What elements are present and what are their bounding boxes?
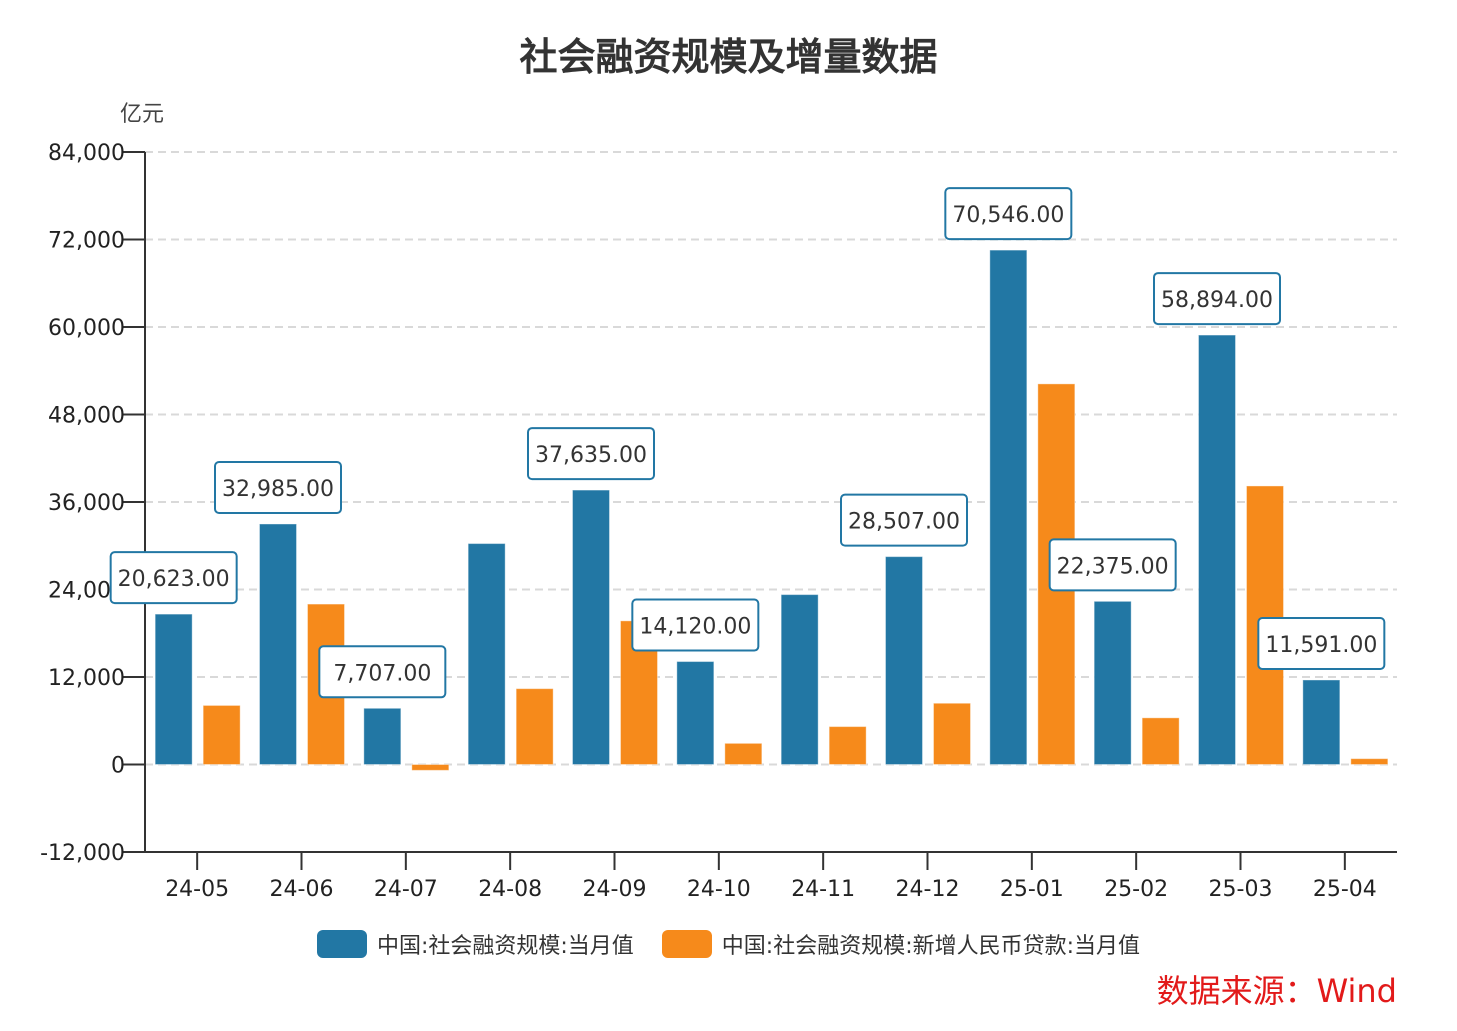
bar-loans [828,726,867,765]
data-label-box [840,493,968,547]
bar-loans [1350,758,1389,766]
bar-total [467,543,506,765]
data-label-box [318,645,447,699]
y-tick-label: 36,000 [48,491,125,516]
bar-total [363,707,402,765]
x-tick-label: 24-09 [583,877,647,902]
bar-total [989,249,1028,765]
data-label: 7,707.00 [333,661,431,686]
bar-total [1093,600,1132,765]
x-tick-label: 24-12 [896,877,960,902]
x-tick-label: 25-04 [1313,877,1377,902]
data-label: 14,120.00 [639,615,751,640]
bar-loans [724,742,763,766]
data-label: 37,635.00 [535,443,647,468]
legend: 中国:社会融资规模:当月值 中国:社会融资规模:新增人民币贷款:当月值 [0,928,1457,960]
data-label-box [944,187,1073,241]
bar-loans [515,688,554,766]
y-tick-label: -12,000 [40,841,125,866]
data-label: 20,623.00 [118,567,230,592]
data-label: 70,546.00 [952,203,1064,228]
bar-loans [1141,717,1180,765]
bar-loans [933,702,971,765]
bar-total [259,523,297,765]
legend-item-loans[interactable]: 中国:社会融资规模:新增人民币贷款:当月值 [661,928,1141,960]
data-label-box [1257,616,1386,670]
data-label: 11,591.00 [1265,633,1377,658]
x-tick-label: 24-06 [270,877,334,902]
x-tick-label: 24-05 [165,877,229,902]
bar-total [1198,334,1236,765]
data-label: 58,894.00 [1161,288,1273,313]
x-tick-label: 25-01 [1000,877,1064,902]
bar-total [885,556,923,766]
bar-total [1302,679,1341,766]
bar-loans [411,764,450,771]
data-label: 32,985.00 [222,477,334,502]
data-label-box [527,427,655,481]
data-label-box [631,598,760,652]
legend-item-total[interactable]: 中国:社会融资规模:当月值 [316,928,634,960]
y-tick-label: 60,000 [48,316,125,341]
x-tick-label: 24-08 [478,877,542,902]
y-tick-label: 84,000 [48,141,125,166]
data-label: 28,507.00 [848,510,960,535]
y-tick-label: 72,000 [48,229,125,254]
y-tick-label: 12,000 [48,666,125,691]
legend-label: 中国:社会融资规模:当月值 [376,934,634,959]
data-source: 数据来源：Wind [1156,972,1397,1010]
legend-swatch-orange [661,930,712,958]
x-tick-label: 24-10 [687,877,751,902]
bar-loans [202,704,241,765]
chart-title: 社会融资规模及增量数据 [519,35,938,79]
data-label-box [214,460,342,514]
bar-total [572,489,610,765]
bar-total [154,613,193,765]
data-label-box [1153,272,1281,326]
x-tick-label: 25-02 [1104,877,1168,902]
x-tick-label: 25-03 [1209,877,1273,902]
x-tick-label: 24-11 [791,877,855,902]
y-axis-unit: 亿元 [120,102,165,127]
bar-total [780,594,819,766]
y-tick-label: 0 [111,754,125,779]
legend-swatch-blue [316,930,367,958]
data-label-box [109,551,238,605]
x-tick-label: 24-07 [374,877,438,902]
data-label-box [1048,538,1177,592]
data-label: 22,375.00 [1057,554,1169,579]
legend-label: 中国:社会融资规模:新增人民币贷款:当月值 [721,934,1141,959]
bar-total [676,661,715,766]
y-tick-label: 48,000 [48,404,125,429]
